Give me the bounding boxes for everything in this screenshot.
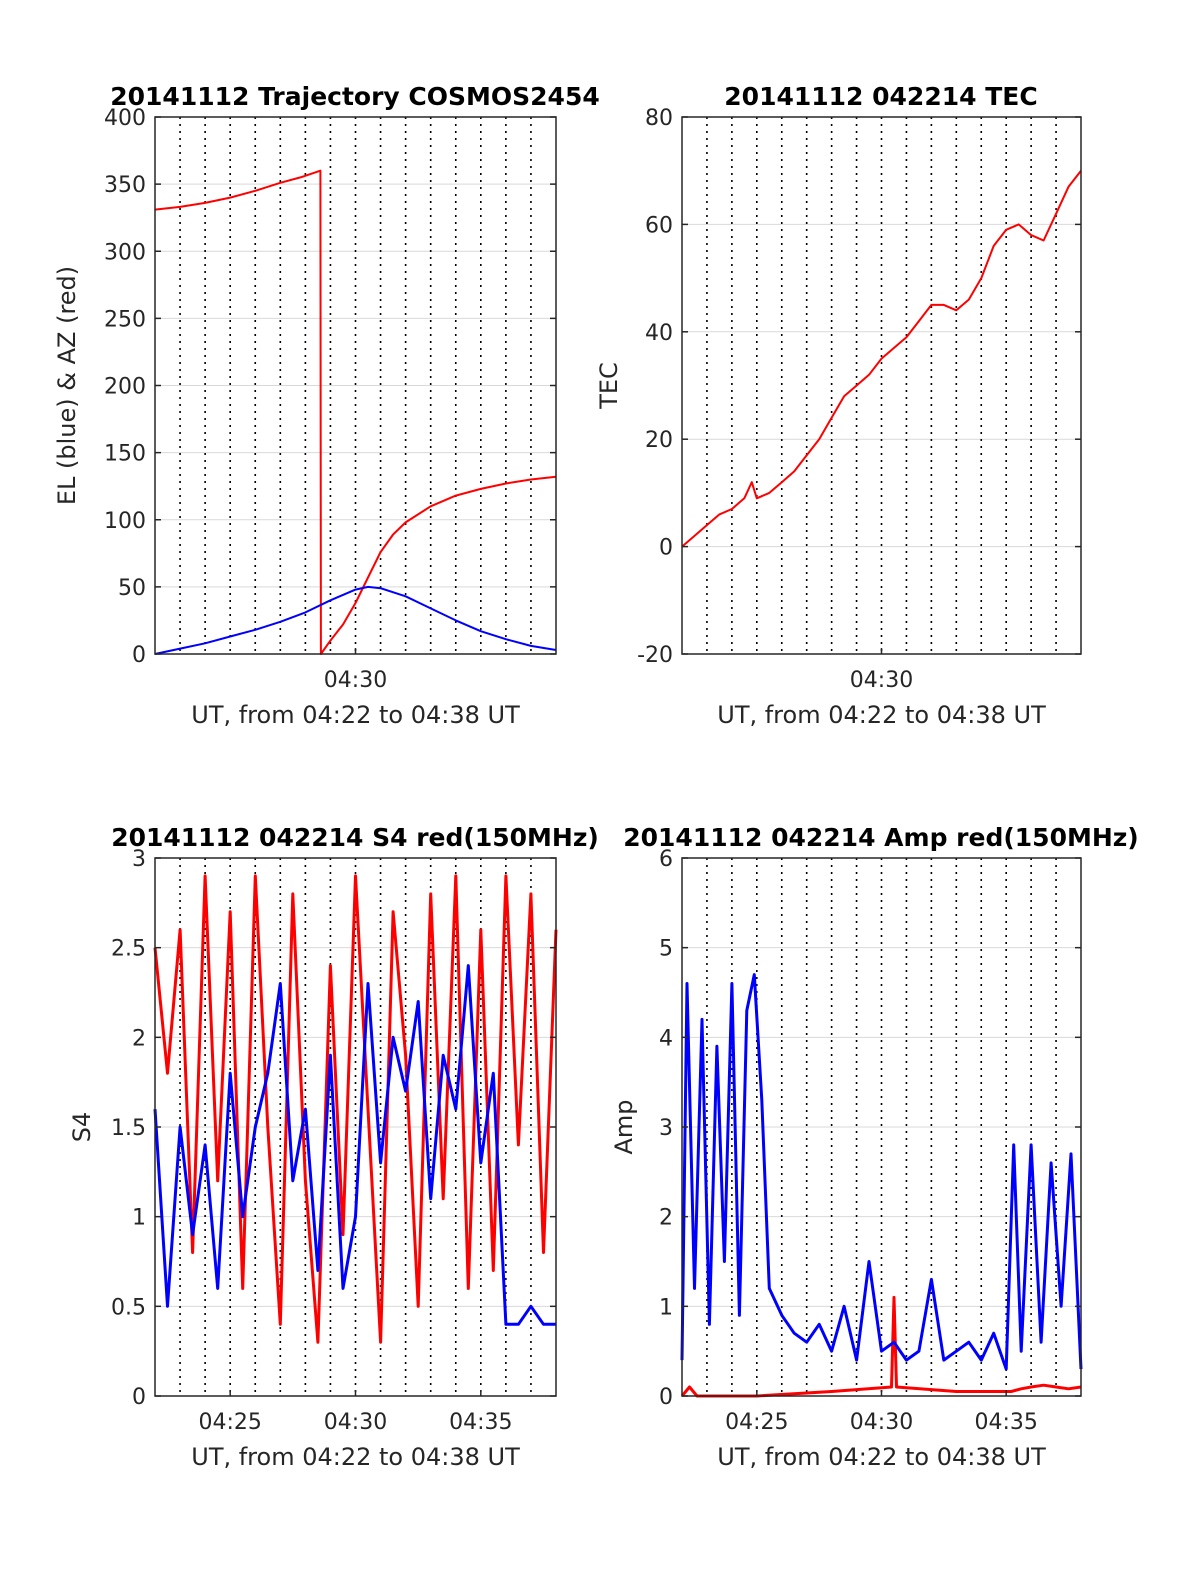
amp-ytick-label: 0 <box>659 1385 673 1410</box>
s4-title: 20141112 042214 S4 red(150MHz) <box>111 823 599 852</box>
trajectory-ytick-label: 350 <box>104 173 146 198</box>
amp-xtick-label: 04:25 <box>725 1410 788 1435</box>
s4-ytick-label: 2 <box>132 1026 146 1051</box>
tec-ytick-label: 60 <box>645 213 673 238</box>
trajectory-ytick-label: 400 <box>104 106 146 131</box>
s4-xlabel: UT, from 04:22 to 04:38 UT <box>191 1443 520 1471</box>
amp-panel: 0 1 2 3 4 5 6 04:25 04:30 04:35 20141112 042214 Am… <box>610 823 1139 1471</box>
trajectory-xlabel: UT, from 04:22 to 04:38 UT <box>191 701 520 729</box>
trajectory-ytick-label: 100 <box>104 509 146 534</box>
trajectory-panel: 0 50 100 150 200 250 300 350 400 04:30 20141112 Tr… <box>53 82 600 729</box>
s4-xtick-label: 04:30 <box>324 1410 387 1435</box>
s4-ytick-label: 1.5 <box>111 1116 146 1141</box>
amp-ytick-label: 4 <box>659 1026 673 1051</box>
tec-plot-area <box>682 117 1081 654</box>
tec-ytick-label: 0 <box>659 536 673 561</box>
trajectory-series-line-red <box>154 169 557 655</box>
trajectory-title: 20141112 Trajectory COSMOS2454 <box>110 82 600 111</box>
tec-xtick-label: 04:30 <box>850 668 913 693</box>
tec-series-line-red <box>681 170 1082 548</box>
tec-ytick-label: -20 <box>637 643 673 668</box>
trajectory-xtick-label: 04:30 <box>324 668 387 693</box>
tec-ytick-label: 20 <box>645 428 673 453</box>
s4-panel: 0 0.5 1 1.5 2 2.5 3 04:25 04:30 04:35 20141112 042… <box>68 823 599 1471</box>
amp-ytick-label: 6 <box>659 847 673 872</box>
amp-ytick-label: 3 <box>659 1116 673 1141</box>
tec-ytick-label: 80 <box>645 106 673 131</box>
s4-xtick-label: 04:35 <box>449 1410 512 1435</box>
trajectory-ytick-label: 300 <box>104 240 146 265</box>
trajectory-ytick-label: 50 <box>118 576 146 601</box>
amp-ylabel: Amp <box>610 1099 638 1154</box>
amp-xtick-label: 04:30 <box>850 1410 913 1435</box>
s4-ytick-label: 0.5 <box>111 1295 146 1320</box>
amp-xtick-label: 04:35 <box>974 1410 1037 1435</box>
amp-ytick-label: 5 <box>659 937 673 962</box>
tec-panel: -20 0 20 40 60 80 04:30 20141112 042214 TEC UT, … <box>595 82 1082 729</box>
amp-ytick-label: 2 <box>659 1206 673 1231</box>
trajectory-ytick-label: 250 <box>104 307 146 332</box>
amp-ytick-label: 1 <box>659 1295 673 1320</box>
amp-xlabel: UT, from 04:22 to 04:38 UT <box>717 1443 1046 1471</box>
s4-ytick-label: 3 <box>132 847 146 872</box>
amp-title: 20141112 042214 Amp red(150MHz) <box>623 823 1139 852</box>
s4-ytick-label: 0 <box>132 1385 146 1410</box>
amp-series-line-blue <box>680 973 1083 1371</box>
tec-ylabel: TEC <box>595 362 623 410</box>
tec-title: 20141112 042214 TEC <box>724 82 1037 111</box>
trajectory-ytick-label: 150 <box>104 442 146 467</box>
s4-ytick-label: 1 <box>132 1206 146 1231</box>
s4-ytick-label: 2.5 <box>111 937 146 962</box>
s4-xtick-label: 04:25 <box>198 1410 261 1435</box>
trajectory-ylabel: EL (blue) & AZ (red) <box>53 266 81 505</box>
tec-ytick-label: 40 <box>645 321 673 346</box>
trajectory-ytick-label: 200 <box>104 375 146 400</box>
trajectory-ytick-label: 0 <box>132 643 146 668</box>
s4-ylabel: S4 <box>68 1112 96 1143</box>
trajectory-series-line-blue <box>154 585 557 655</box>
tec-xlabel: UT, from 04:22 to 04:38 UT <box>717 701 1046 729</box>
